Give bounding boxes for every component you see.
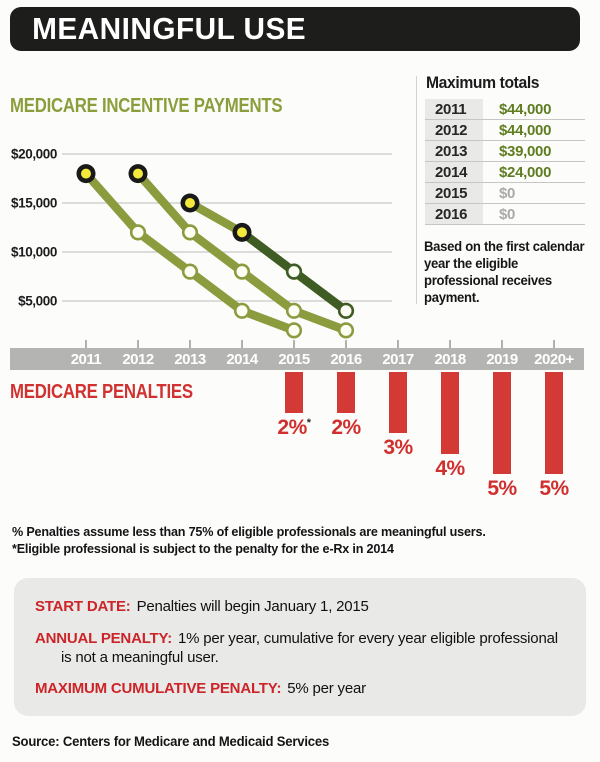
title-bar: MEANINGFUL USE [10, 7, 580, 51]
penalty-percent-label: 3% [363, 436, 433, 460]
first-payment-marker [185, 198, 195, 208]
data-point-marker [285, 263, 303, 280]
max-totals-amount: $24,000 [483, 161, 585, 183]
max-totals-year: 2013 [425, 140, 483, 162]
first-payment-marker [81, 168, 91, 179]
year-timeline-bar [10, 348, 584, 370]
max-totals-year: 2014 [425, 161, 483, 183]
data-point-marker [129, 224, 147, 241]
data-point-marker [233, 263, 251, 280]
timeline-year-label: 2020+ [534, 351, 574, 368]
page-title: MEANINGFUL USE [32, 11, 307, 46]
y-axis-tick-label: $15,000 [11, 196, 57, 211]
info-item-start-date: START DATE: Penalties will begin January … [35, 597, 572, 616]
max-totals-row: 2014 $24,000 [425, 161, 585, 183]
start-date-text: Penalties will begin January 1, 2015 [136, 598, 369, 615]
timeline-year-label: 2013 [174, 351, 206, 368]
footnote-asterisk: *Eligible professional is subject to the… [12, 541, 394, 556]
info-item-max-penalty: MAXIMUM CUMULATIVE PENALTY: 5% per year [35, 679, 572, 698]
penalty-info-box: START DATE: Penalties will begin January … [14, 578, 586, 716]
max-totals-amount: $44,000 [483, 99, 585, 120]
penalty-percent-label: 2%* [259, 416, 329, 440]
max-totals-amount: $39,000 [483, 140, 585, 162]
max-totals-year: 2015 [425, 182, 483, 204]
footnote-percent: % Penalties assume less than 75% of elig… [12, 524, 486, 539]
column-divider [416, 76, 417, 304]
max-totals-row: 2013 $39,000 [425, 140, 585, 162]
penalty-bar [545, 372, 563, 474]
y-axis-tick-label: $20,000 [11, 147, 57, 162]
max-totals-row: 2011 $44,000 [425, 99, 585, 120]
data-point-marker [181, 263, 199, 280]
penalty-percent-label: 5% [519, 477, 589, 501]
annual-penalty-label: ANNUAL PENALTY: [35, 630, 172, 647]
max-totals-row: 2012 $44,000 [425, 119, 585, 141]
data-point-marker [233, 302, 251, 319]
penalty-percent-label: 4% [415, 457, 485, 481]
timeline-year-label: 2016 [330, 351, 362, 368]
incentive-payments-heading: MEDICARE INCENTIVE PAYMENTS [10, 95, 283, 117]
penalty-bar [337, 372, 355, 413]
max-penalty-label: MAXIMUM CUMULATIVE PENALTY: [35, 680, 282, 697]
max-totals-amount: $44,000 [483, 119, 585, 141]
max-totals-amount: $0 [483, 182, 585, 204]
penalty-bar [441, 372, 459, 454]
timeline-year-label: 2019 [486, 351, 518, 368]
penalty-percent-value: 4% [435, 457, 465, 480]
max-totals-year: 2011 [425, 99, 483, 120]
penalty-bar [285, 372, 303, 413]
max-penalty-text: 5% per year [287, 680, 366, 697]
data-point-marker [337, 302, 355, 319]
penalties-heading: MEDICARE PENALTIES [10, 381, 193, 403]
penalty-percent-label: 5% [467, 477, 537, 501]
source-line: Source: Centers for Medicare and Medicai… [12, 734, 330, 749]
max-totals-year: 2012 [425, 119, 483, 141]
info-item-annual-penalty: ANNUAL PENALTY: 1% per year, cumulative f… [35, 629, 572, 667]
penalty-percent-value: 2% [331, 416, 361, 439]
timeline-year-label: 2017 [382, 351, 414, 368]
penalty-percent-value: 2% [277, 416, 307, 439]
timeline-year-label: 2014 [226, 351, 258, 368]
penalty-percent-label: 2% [311, 416, 381, 440]
timeline-year-label: 2015 [278, 351, 310, 368]
max-totals-amount: $0 [483, 203, 585, 225]
first-payment-marker [237, 227, 247, 238]
penalty-bar [389, 372, 407, 433]
y-axis-tick-label: $5,000 [18, 294, 57, 309]
data-point-marker [181, 224, 199, 241]
penalty-bar [493, 372, 511, 474]
y-axis-tick-label: $10,000 [11, 245, 57, 260]
penalty-percent-value: 5% [487, 477, 517, 500]
timeline-year-label: 2018 [434, 351, 466, 368]
timeline-year-label: 2011 [70, 351, 102, 368]
timeline-year-label: 2012 [122, 351, 154, 368]
max-totals-year: 2016 [425, 203, 483, 225]
start-date-label: START DATE: [35, 598, 131, 615]
penalty-percent-value: 5% [539, 477, 569, 500]
max-totals-note: Based on the first calendar year the eli… [424, 239, 585, 305]
data-point-marker [285, 302, 303, 319]
penalty-asterisk: * [306, 417, 311, 429]
data-point-marker [285, 322, 303, 339]
data-point-marker [337, 322, 355, 339]
penalty-percent-value: 3% [383, 436, 413, 459]
max-totals-heading: Maximum totals [426, 74, 540, 92]
max-totals-row: 2016 $0 [425, 203, 585, 225]
first-payment-marker [133, 168, 143, 179]
max-totals-table: 2011 $44,000 2012 $44,000 2013 $39,000 2014 $24… [425, 99, 585, 225]
max-totals-row: 2015 $0 [425, 182, 585, 204]
annual-penalty-text: 1% per year, cumulative for every year e… [61, 630, 558, 667]
